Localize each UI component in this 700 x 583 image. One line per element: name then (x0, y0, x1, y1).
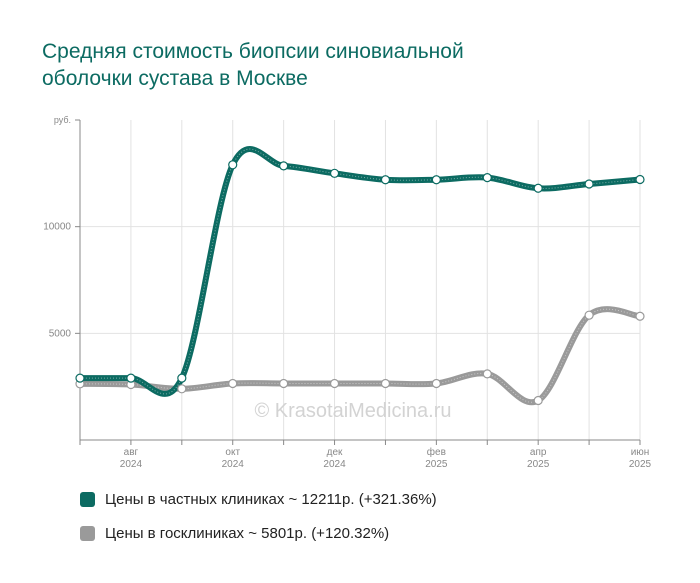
data-point-1-10 (584, 310, 594, 320)
axes: 100005000руб.авг2024окт2024дек2024фев202… (43, 115, 651, 470)
x-tick-label-month: июн (631, 447, 650, 458)
data-point-1-6 (380, 378, 391, 389)
x-tick-label-month: окт (225, 447, 240, 458)
data-point-1-9 (533, 395, 543, 406)
legend-swatch-public (80, 525, 95, 541)
data-point-1-4 (279, 378, 289, 389)
chart-title-line-1: Средняя стоимость биопсии синовиальной (42, 40, 464, 63)
x-tick-label-year: 2025 (425, 459, 448, 470)
data-point-0-2 (177, 373, 187, 383)
data-point-0-9 (533, 183, 543, 193)
data-point-0-11 (635, 174, 645, 185)
data-point-0-4 (279, 161, 289, 171)
y-tick-label: 10000 (43, 222, 71, 233)
series-line-0 (77, 146, 643, 397)
legend-label-public: Цены в госклиниках ~ 5801р. (+120.32%) (105, 524, 390, 542)
data-point-0-7 (431, 175, 441, 185)
x-tick-label-month: фев (427, 446, 446, 458)
x-tick-label-month: апр (530, 447, 547, 458)
y-unit-label: руб. (54, 115, 71, 125)
series-line-highlight-1 (79, 308, 641, 403)
legend-item-private[interactable]: Цены в частных клиниках ~ 12211р. (+321.… (80, 488, 437, 510)
data-point-0-10 (584, 179, 594, 189)
data-point-0-8 (482, 173, 492, 183)
data-point-0-3 (228, 160, 238, 170)
data-point-0-0 (75, 373, 85, 383)
legend-swatch-private (80, 491, 95, 507)
chart-title-line-2: оболочки сустава в Москве (42, 67, 308, 90)
chart-title: Средняя стоимость биопсии синовиальной о… (42, 38, 642, 92)
data-point-1-2 (177, 384, 187, 394)
data-point-0-6 (380, 175, 391, 185)
x-tick-label-year: 2024 (323, 459, 346, 470)
x-tick-label-month: дек (327, 447, 343, 458)
data-point-1-8 (482, 369, 492, 379)
data-point-1-11 (635, 311, 645, 321)
legend-label-private: Цены в частных клиниках ~ 12211р. (+321.… (105, 490, 437, 508)
data-point-0-5 (329, 168, 340, 178)
legend-item-public[interactable]: Цены в госклиниках ~ 5801р. (+120.32%) (80, 522, 389, 544)
data-point-0-1 (126, 373, 136, 383)
x-tick-label-year: 2024 (222, 459, 245, 470)
watermark: © KrasotaiMedicina.ru (254, 400, 451, 422)
data-point-1-3 (228, 378, 238, 389)
y-tick-label: 5000 (49, 328, 72, 339)
x-tick-label-year: 2024 (120, 459, 143, 470)
data-points (75, 160, 645, 406)
data-point-1-7 (431, 378, 441, 389)
x-tick-label-month: авг (124, 447, 139, 458)
x-tick-label-year: 2025 (629, 459, 652, 470)
data-point-1-5 (329, 378, 340, 389)
series-lines (77, 146, 643, 406)
x-tick-label-year: 2025 (527, 459, 550, 470)
